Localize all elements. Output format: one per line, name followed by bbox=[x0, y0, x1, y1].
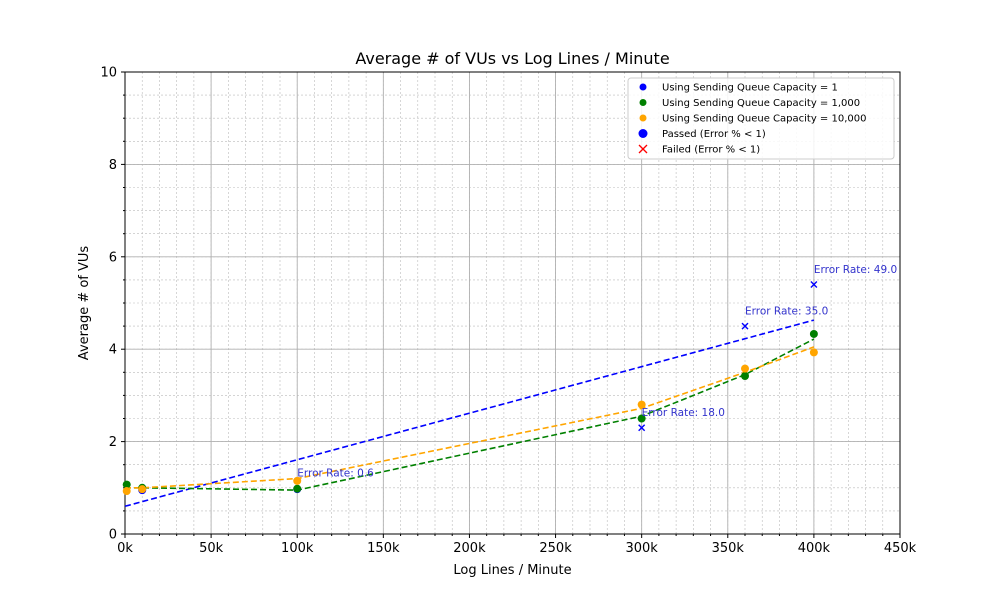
y-tick-label: 2 bbox=[109, 435, 117, 450]
failed-point-x-marker bbox=[741, 322, 749, 330]
x-tick-label: 450k bbox=[884, 541, 917, 556]
x-tick-label: 350k bbox=[712, 541, 745, 556]
legend-label: Failed (Error % < 1) bbox=[662, 145, 760, 156]
legend-label: Using Sending Queue Capacity = 1 bbox=[662, 83, 838, 94]
chart-title: Average # of VUs vs Log Lines / Minute bbox=[355, 49, 669, 68]
legend: Using Sending Queue Capacity = 1 Using Se… bbox=[627, 77, 895, 160]
legend-label: Passed (Error % < 1) bbox=[662, 129, 766, 140]
failed-point-x-marker bbox=[810, 281, 818, 289]
error-rate-annotation: Error Rate: 0.6 bbox=[297, 467, 374, 479]
y-tick-label: 0 bbox=[109, 528, 117, 543]
x-marker-stroke bbox=[741, 322, 749, 330]
data-point bbox=[138, 485, 147, 494]
x-tick-label: 50k bbox=[199, 541, 224, 556]
legend-label: Using Sending Queue Capacity = 10,000 bbox=[662, 114, 866, 125]
data-point bbox=[637, 400, 646, 409]
x-axis-label: Log Lines / Minute bbox=[453, 563, 571, 578]
x-marker-stroke bbox=[638, 424, 646, 432]
y-tick-label: 4 bbox=[109, 343, 117, 358]
error-rate-annotation: Error Rate: 49.0 bbox=[814, 264, 897, 276]
axis-ticks: 0k 50k 100k 150k 200k 250k 300k 350k 400k 450k 0 2 4… bbox=[100, 66, 916, 557]
x-tick-label: 0k bbox=[117, 541, 133, 556]
legend-box bbox=[627, 77, 895, 160]
x-tick-label: 400k bbox=[798, 541, 831, 556]
legend-x-marker bbox=[638, 144, 648, 154]
x-tick-label: 150k bbox=[367, 541, 400, 556]
data-point bbox=[293, 484, 302, 493]
annotations: Error Rate: 0.6 Error Rate: 18.0 Error Rat… bbox=[297, 264, 897, 479]
x-tick-label: 100k bbox=[281, 541, 314, 556]
data-point bbox=[741, 371, 749, 380]
error-rate-annotation: Error Rate: 18.0 bbox=[642, 407, 725, 419]
legend-marker bbox=[638, 129, 648, 138]
x-tick-label: 200k bbox=[453, 541, 486, 556]
x-marker-stroke bbox=[638, 144, 648, 154]
data-point bbox=[741, 364, 749, 373]
data-point bbox=[809, 348, 818, 357]
data-point bbox=[637, 414, 646, 423]
data-point bbox=[122, 480, 131, 489]
legend-marker bbox=[639, 83, 647, 91]
y-axis-label: Average # of VUs bbox=[77, 246, 92, 361]
error-rate-annotation: Error Rate: 35.0 bbox=[745, 306, 828, 318]
x-marker-stroke bbox=[810, 281, 818, 289]
data-points bbox=[122, 281, 818, 496]
y-tick-label: 6 bbox=[109, 250, 117, 265]
data-point bbox=[293, 476, 302, 485]
legend-marker bbox=[639, 114, 647, 122]
y-tick-label: 8 bbox=[109, 158, 117, 173]
failed-point-x-marker bbox=[638, 424, 646, 432]
data-point bbox=[122, 487, 131, 496]
x-tick-label: 250k bbox=[539, 541, 572, 556]
data-point bbox=[809, 329, 818, 338]
legend-marker bbox=[639, 99, 647, 106]
y-tick-label: 10 bbox=[100, 66, 117, 81]
trend-line bbox=[124, 319, 815, 508]
legend-label: Using Sending Queue Capacity = 1,000 bbox=[662, 98, 860, 109]
x-tick-label: 300k bbox=[625, 541, 658, 556]
